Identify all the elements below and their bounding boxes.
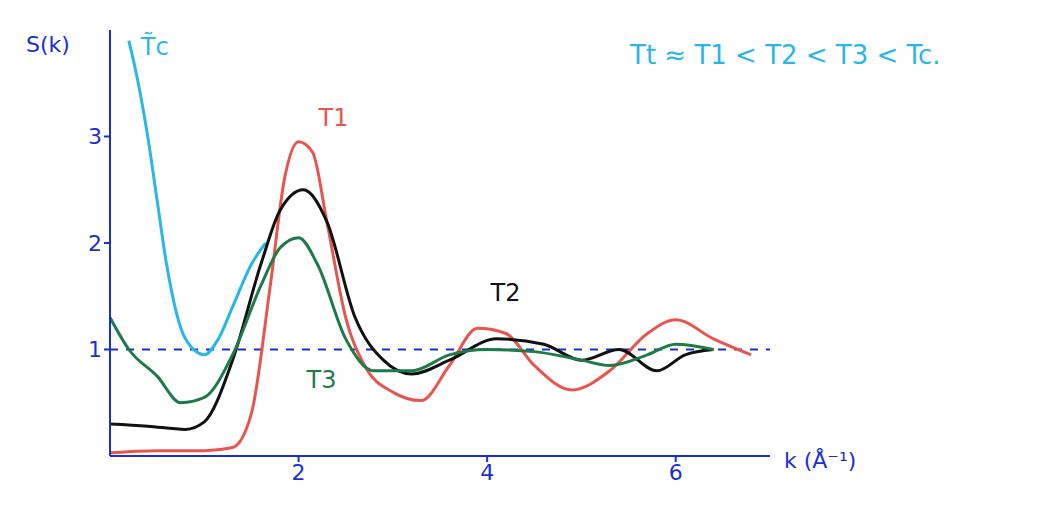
svg-text:T̃c: T̃c xyxy=(140,32,169,60)
svg-text:T2: T2 xyxy=(490,279,521,307)
svg-text:1: 1 xyxy=(88,337,102,362)
svg-text:6: 6 xyxy=(669,460,683,485)
html-text:Tt ≈ T1 < T2 < T3 < Tc.: Tt ≈ T1 < T2 < T3 < Tc. xyxy=(630,40,941,70)
svg-text:3: 3 xyxy=(88,124,102,149)
svg-text:T1: T1 xyxy=(318,104,349,132)
svg-text:2: 2 xyxy=(88,231,102,256)
svg-text:T3: T3 xyxy=(306,366,337,394)
svg-text:4: 4 xyxy=(480,460,494,485)
svg-text:S(k): S(k) xyxy=(26,32,70,57)
svg-text:2: 2 xyxy=(292,460,306,485)
svg-text:k (Å⁻¹): k (Å⁻¹) xyxy=(784,447,856,473)
